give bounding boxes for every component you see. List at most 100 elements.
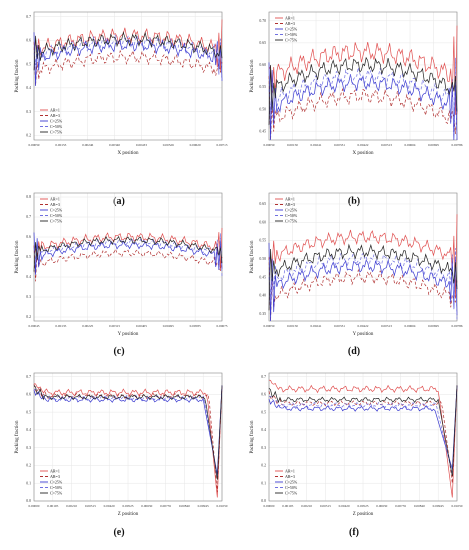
y-axis-label: Packing fraction [250, 240, 255, 273]
legend-label: C=50% [285, 213, 298, 218]
x-tick-label: 0.00713 [216, 143, 227, 147]
y-tick-label: 0.5 [26, 255, 31, 259]
x-tick-label: 0.00695 [428, 143, 439, 147]
y-axis-label: Packing fraction [15, 240, 20, 273]
series-line [268, 76, 458, 141]
y-tick-label: 0.6 [26, 235, 31, 239]
legend: AR=1AR=3C=25%C=50%C=75% [275, 15, 298, 42]
series-line [33, 385, 223, 478]
y-tick-label: 0.8 [26, 195, 31, 199]
y-tick-label: 0.65 [259, 202, 266, 206]
x-tick-label: 0.00604 [404, 143, 415, 147]
x-tick-label: 0.00620 [190, 143, 201, 147]
y-tick-label: 0.0 [261, 499, 266, 503]
y-tick-label: 0.4 [26, 86, 31, 90]
x-tick-label: 0.00420 [339, 504, 350, 508]
legend: AR=1AR=3C=25%C=50%C=75% [275, 196, 298, 223]
chart-svg-c: 0.00045 0.00135 0.00225 0.00315 0.00405 0.004… [15, 192, 228, 337]
y-tick-label: 0.3 [26, 110, 31, 114]
legend-label: AR=3 [285, 21, 295, 26]
y-tick-label: 0.0 [26, 499, 31, 503]
x-tick-label: 0.00241 [310, 143, 321, 147]
series-line [268, 242, 458, 322]
x-tick-label: 0.00210 [301, 504, 312, 508]
x-tick-label: 0.00405 [136, 324, 147, 328]
x-tick-label: 0.00241 [310, 324, 321, 328]
x-tick-label: 0.00246 [82, 143, 93, 147]
x-tick-label: 0.01050 [451, 504, 462, 508]
panel-caption-text: (f) [349, 527, 359, 538]
x-tick-label: 0.00105 [47, 504, 58, 508]
x-tick-label: 0.00630 [376, 504, 387, 508]
legend-label: C=75% [50, 218, 63, 223]
series-line [33, 385, 223, 480]
legend-label: C=75% [50, 490, 63, 495]
x-tick-label: 0.00150 [287, 143, 298, 147]
x-axis-label: Y position [118, 332, 139, 337]
legend: AR=1AR=3C=25%C=50%C=75% [40, 468, 63, 495]
y-tick-label: 0.6 [26, 39, 31, 43]
series-line [268, 62, 458, 141]
x-axis-label: Z position [118, 512, 139, 517]
chart-panel-a: 0.00059 0.00153 0.00246 0.00340 0.00433 0.005… [4, 2, 234, 183]
x-tick-label: 0.00495 [163, 324, 174, 328]
series-line [33, 34, 223, 82]
y-tick-label: 0.50 [259, 257, 266, 261]
y-tick-label: 0.60 [259, 220, 266, 224]
series-line [33, 245, 223, 282]
y-tick-label: 0.3 [26, 295, 31, 299]
chart-svg-e: 0.00000 0.00105 0.00210 0.00315 0.00420 0.005… [15, 372, 228, 517]
x-tick-label: 0.00059 [263, 324, 274, 328]
chart-svg-b: 0.00059 0.00150 0.00241 0.00331 0.00422 0.005… [250, 11, 463, 156]
chart-svg-d: 0.00059 0.00150 0.00241 0.00331 0.00422 0.005… [250, 192, 463, 337]
series-line [33, 19, 223, 71]
series-line [33, 383, 223, 498]
x-tick-label: 0.00735 [395, 504, 406, 508]
x-tick-label: 0.00000 [28, 504, 39, 508]
x-tick-label: 0.00210 [66, 504, 77, 508]
series-line [33, 41, 223, 86]
x-tick-label: 0.00433 [136, 143, 147, 147]
y-tick-label: 0.60 [259, 63, 266, 67]
y-axis-label: Packing fraction [250, 420, 255, 453]
chart-panel-d: 0.00059 0.00150 0.00241 0.00331 0.00422 0.005… [239, 183, 469, 364]
y-tick-label: 0.35 [259, 312, 266, 316]
y-tick-label: 0.5 [26, 410, 31, 414]
y-tick-label: 0.4 [261, 428, 266, 432]
chart-panel-b: 0.00059 0.00150 0.00241 0.00331 0.00422 0.005… [239, 2, 469, 183]
plot-frame [268, 372, 458, 502]
y-tick-label: 0.7 [26, 15, 31, 19]
panel-caption: (b) [239, 196, 469, 207]
legend-label: C=25% [50, 118, 63, 123]
y-tick-label: 0.2 [26, 464, 31, 468]
y-tick-label: 0.2 [261, 464, 266, 468]
x-tick-label: 0.00045 [28, 324, 39, 328]
x-axis-label: Z position [353, 512, 374, 517]
legend-label: AR=1 [50, 196, 60, 201]
x-tick-label: 0.01050 [216, 504, 227, 508]
x-tick-label: 0.00735 [160, 504, 171, 508]
x-tick-label: 0.00331 [334, 324, 345, 328]
legend-label: AR=1 [50, 107, 60, 112]
x-tick-label: 0.00840 [414, 504, 425, 508]
chart-panel-c: 0.00045 0.00135 0.00225 0.00315 0.00405 0.004… [4, 183, 234, 364]
x-tick-label: 0.00315 [85, 504, 96, 508]
legend-label: C=50% [285, 485, 298, 490]
x-axis-label: Y position [353, 332, 374, 337]
series-line [268, 248, 458, 322]
x-tick-label: 0.00422 [357, 143, 368, 147]
chart-panel-f: 0.00000 0.00105 0.00210 0.00315 0.00420 0.005… [239, 363, 469, 544]
legend-label: C=50% [50, 124, 63, 129]
x-tick-label: 0.00513 [381, 143, 392, 147]
y-tick-label: 0.5 [261, 410, 266, 414]
legend-label: C=75% [50, 129, 63, 134]
series-line [268, 25, 458, 115]
series-line [268, 385, 458, 484]
y-tick-label: 0.4 [26, 275, 31, 279]
legend-label: C=50% [285, 32, 298, 37]
legend-label: C=25% [50, 207, 63, 212]
x-tick-label: 0.00630 [141, 504, 152, 508]
x-tick-label: 0.00420 [104, 504, 115, 508]
x-tick-label: 0.00786 [451, 324, 462, 328]
legend: AR=1AR=3C=25%C=50%C=75% [275, 468, 298, 495]
